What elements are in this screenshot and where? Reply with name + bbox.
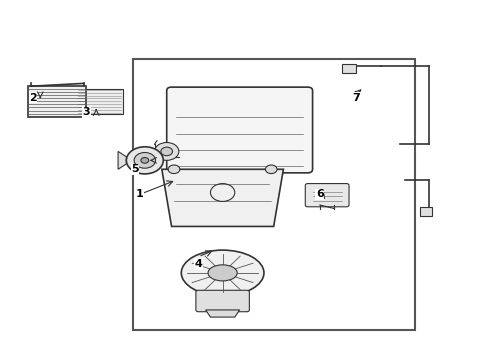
Bar <box>77 89 122 114</box>
Ellipse shape <box>207 265 237 281</box>
Circle shape <box>168 165 180 174</box>
Circle shape <box>154 143 179 160</box>
FancyBboxPatch shape <box>166 87 312 173</box>
Text: 1: 1 <box>136 189 143 199</box>
FancyBboxPatch shape <box>305 184 348 207</box>
Circle shape <box>265 165 277 174</box>
Polygon shape <box>118 152 126 169</box>
Bar <box>419 207 431 216</box>
Text: 4: 4 <box>194 259 202 269</box>
Circle shape <box>141 157 148 163</box>
FancyBboxPatch shape <box>196 290 249 312</box>
Circle shape <box>134 153 155 168</box>
Bar <box>341 64 356 73</box>
Text: 5: 5 <box>131 164 139 174</box>
Polygon shape <box>162 169 283 226</box>
Circle shape <box>126 147 163 174</box>
Ellipse shape <box>181 250 264 296</box>
Text: 3: 3 <box>82 107 90 117</box>
Bar <box>132 59 414 330</box>
Text: 6: 6 <box>315 189 323 199</box>
Text: 7: 7 <box>352 93 360 103</box>
Polygon shape <box>205 310 239 317</box>
Circle shape <box>161 147 172 156</box>
Bar <box>28 86 86 117</box>
Text: 2: 2 <box>29 93 37 103</box>
